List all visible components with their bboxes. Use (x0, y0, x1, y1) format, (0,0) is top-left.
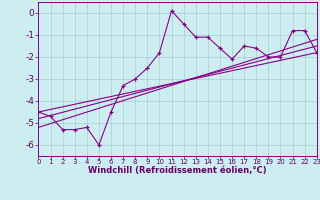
X-axis label: Windchill (Refroidissement éolien,°C): Windchill (Refroidissement éolien,°C) (88, 166, 267, 175)
